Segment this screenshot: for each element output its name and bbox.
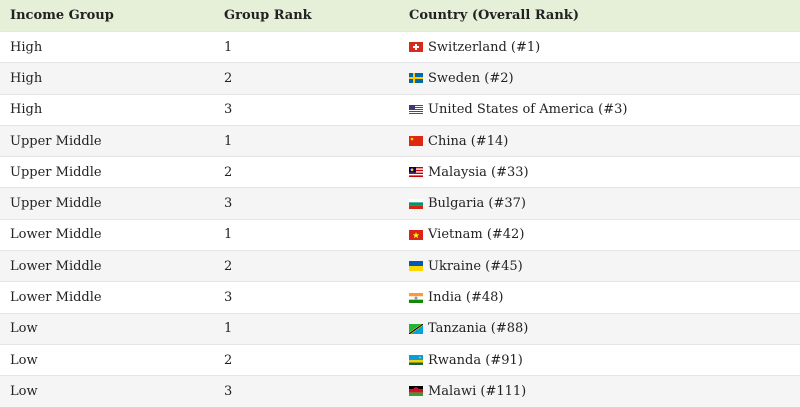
income-group-cell: Low bbox=[10, 352, 38, 368]
country-cell: Vietnam (#42) bbox=[398, 227, 800, 242]
group-rank-cell: 3 bbox=[224, 383, 233, 399]
group-rank-cell: 3 bbox=[224, 196, 233, 212]
table-row: High 3 United States of America (#3) bbox=[0, 93, 800, 125]
country-name: Switzerland (#1) bbox=[428, 39, 541, 55]
income-group-cell: Lower Middle bbox=[10, 258, 102, 274]
table-row: Low 2 Rwanda (#91) bbox=[0, 343, 800, 375]
usa-flag-icon bbox=[409, 104, 423, 115]
income-group-cell: Upper Middle bbox=[10, 164, 102, 180]
income-group-cell: Low bbox=[10, 383, 38, 399]
malaysia-flag-icon bbox=[409, 167, 423, 178]
income-group-cell: High bbox=[10, 39, 43, 55]
table-row: Upper Middle 3 Bulgaria (#37) bbox=[0, 187, 800, 219]
header-country: Country (Overall Rank) bbox=[409, 8, 579, 23]
table-row: Low 1 Tanzania (#88) bbox=[0, 312, 800, 344]
country-name: Malaysia (#33) bbox=[428, 164, 529, 180]
table-row: Lower Middle 2 Ukraine (#45) bbox=[0, 250, 800, 282]
table-row: Upper Middle 2 Malaysia (#33) bbox=[0, 156, 800, 187]
table-row: High 2 Sweden (#2) bbox=[0, 62, 800, 94]
switzerland-flag-icon bbox=[409, 42, 423, 53]
country-cell: United States of America (#3) bbox=[398, 102, 800, 117]
header-income-group: Income Group bbox=[10, 8, 114, 23]
group-rank-cell: 3 bbox=[224, 290, 233, 306]
country-name: Rwanda (#91) bbox=[428, 352, 523, 368]
group-rank-cell: 1 bbox=[224, 227, 233, 243]
group-rank-cell: 1 bbox=[224, 39, 233, 55]
income-group-cell: Lower Middle bbox=[10, 290, 102, 306]
india-flag-icon bbox=[409, 292, 423, 303]
group-rank-cell: 2 bbox=[224, 164, 233, 180]
country-name: China (#14) bbox=[428, 133, 509, 149]
income-group-cell: High bbox=[10, 102, 43, 118]
income-group-cell: Lower Middle bbox=[10, 227, 102, 243]
china-flag-icon bbox=[409, 136, 423, 147]
country-name: Malawi (#111) bbox=[428, 383, 527, 399]
country-name: Sweden (#2) bbox=[428, 70, 514, 86]
malawi-flag-icon bbox=[409, 386, 423, 397]
group-rank-cell: 1 bbox=[224, 133, 233, 149]
country-cell: Bulgaria (#37) bbox=[398, 196, 800, 211]
table-row: Lower Middle 1 Vietnam (#42) bbox=[0, 218, 800, 250]
group-rank-cell: 2 bbox=[224, 352, 233, 368]
table-row: High 1 Switzerland (#1) bbox=[0, 31, 800, 62]
header-group-rank: Group Rank bbox=[224, 8, 312, 23]
group-rank-cell: 2 bbox=[224, 70, 233, 86]
country-name: India (#48) bbox=[428, 290, 504, 306]
table-row: Upper Middle 1 China (#14) bbox=[0, 124, 800, 157]
country-cell: Malaysia (#33) bbox=[398, 165, 800, 180]
group-rank-cell: 1 bbox=[224, 321, 233, 337]
country-name: Vietnam (#42) bbox=[428, 227, 525, 243]
country-cell: China (#14) bbox=[398, 134, 800, 149]
country-name: Tanzania (#88) bbox=[428, 321, 529, 337]
group-rank-cell: 2 bbox=[224, 258, 233, 274]
bulgaria-flag-icon bbox=[409, 198, 423, 209]
vietnam-flag-icon bbox=[409, 229, 423, 240]
ukraine-flag-icon bbox=[409, 261, 423, 272]
income-group-cell: Upper Middle bbox=[10, 196, 102, 212]
country-name: United States of America (#3) bbox=[428, 102, 628, 118]
country-cell: Ukraine (#45) bbox=[398, 259, 800, 274]
table-row: Low 3 Malawi (#111) bbox=[0, 375, 800, 407]
country-cell: India (#48) bbox=[398, 290, 800, 305]
income-group-cell: Upper Middle bbox=[10, 133, 102, 149]
country-cell: Switzerland (#1) bbox=[398, 40, 800, 55]
income-group-cell: High bbox=[10, 70, 43, 86]
country-name: Ukraine (#45) bbox=[428, 258, 523, 274]
income-group-cell: Low bbox=[10, 321, 38, 337]
country-name: Bulgaria (#37) bbox=[428, 196, 526, 212]
country-cell: Sweden (#2) bbox=[398, 71, 800, 86]
table-row: Lower Middle 3 India (#48) bbox=[0, 281, 800, 312]
tanzania-flag-icon bbox=[409, 323, 423, 334]
group-rank-cell: 3 bbox=[224, 102, 233, 118]
sweden-flag-icon bbox=[409, 73, 423, 84]
country-cell: Malawi (#111) bbox=[398, 384, 800, 399]
table-header-row: Income Group Group Rank Country (Overall… bbox=[0, 0, 800, 31]
country-cell: Rwanda (#91) bbox=[398, 353, 800, 368]
country-cell: Tanzania (#88) bbox=[398, 321, 800, 336]
rwanda-flag-icon bbox=[409, 355, 423, 366]
